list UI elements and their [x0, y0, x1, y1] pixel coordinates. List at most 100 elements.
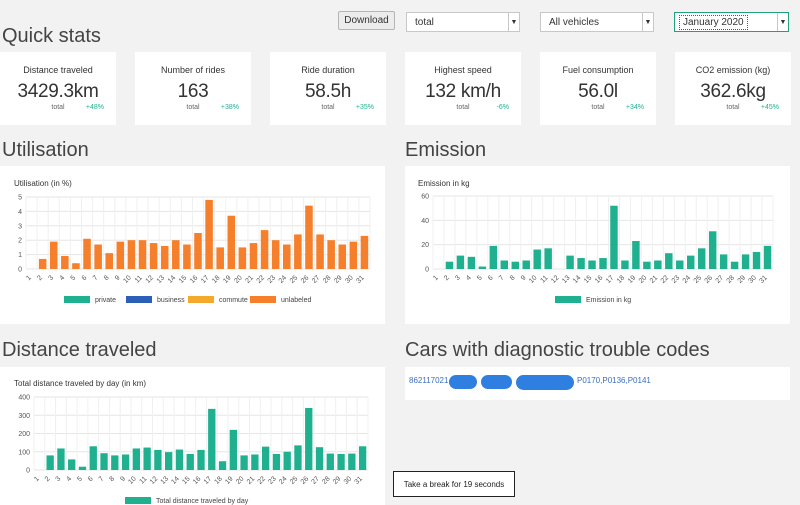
- bar: [719, 254, 728, 269]
- x-tick-label: 5: [70, 274, 78, 282]
- bar: [68, 459, 76, 470]
- x-tick-label: 24: [682, 274, 693, 285]
- chevron-down-icon[interactable]: ▼: [642, 13, 653, 31]
- distance-panel: Total distance traveled by day (in km) 0…: [0, 367, 385, 505]
- x-tick-label: 20: [235, 475, 246, 486]
- dtc-row[interactable]: 862117021: [409, 376, 448, 385]
- bar: [730, 261, 739, 269]
- legend-label: commute: [219, 297, 248, 304]
- x-tick-label: 2: [44, 475, 52, 483]
- y-tick-label: 60: [421, 194, 429, 201]
- x-tick-label: 16: [189, 274, 200, 285]
- x-tick-label: 28: [726, 274, 737, 285]
- bar: [72, 263, 80, 269]
- x-tick-label: 24: [278, 475, 289, 486]
- x-tick-label: 22: [257, 475, 268, 486]
- vehicle-select[interactable]: All vehicles ▼: [540, 12, 654, 32]
- bar: [533, 249, 541, 269]
- x-tick-label: 18: [213, 475, 224, 486]
- stat-card: Fuel consumption 56.0l total +34%: [540, 52, 656, 125]
- bar: [654, 260, 662, 269]
- bar: [271, 240, 280, 269]
- bar: [478, 266, 487, 269]
- y-tick-label: 40: [421, 218, 429, 225]
- bar: [89, 446, 97, 470]
- bar: [305, 205, 313, 269]
- dtc-vehicle-id[interactable]: 862117021: [409, 376, 449, 385]
- bar: [260, 230, 269, 269]
- x-tick-label: 9: [119, 475, 127, 483]
- bar: [57, 448, 65, 470]
- x-tick-label: 7: [498, 274, 506, 282]
- y-tick-label: 2: [18, 238, 22, 245]
- x-tick-label: 4: [65, 475, 73, 483]
- bar: [149, 243, 158, 269]
- x-tick-label: 3: [47, 274, 55, 282]
- stat-value: 132 km/h: [425, 81, 501, 102]
- bar: [348, 453, 356, 470]
- redaction-blob: [449, 375, 477, 389]
- distance-heading: Distance traveled: [2, 339, 157, 361]
- x-tick-label: 2: [36, 274, 44, 282]
- x-tick-label: 10: [127, 475, 138, 486]
- x-tick-label: 23: [267, 475, 278, 486]
- legend-label: Emission in kg: [586, 297, 631, 304]
- vehicle-select-value: All vehicles: [549, 16, 600, 28]
- bar: [38, 258, 47, 269]
- x-tick-label: 21: [244, 274, 255, 285]
- chevron-down-icon[interactable]: ▼: [508, 13, 519, 31]
- bar: [227, 215, 236, 269]
- stat-sub: total: [456, 104, 470, 111]
- toolbar: Download total ▼ All vehicles ▼ January …: [0, 10, 800, 36]
- legend-label: Total distance traveled by day: [156, 498, 249, 505]
- stat-value: 3429.3km: [17, 81, 99, 102]
- x-tick-label: 14: [572, 274, 583, 285]
- x-tick-label: 31: [355, 274, 366, 285]
- stat-delta: +34%: [625, 104, 644, 111]
- bar: [349, 241, 358, 269]
- bar: [445, 261, 454, 269]
- x-tick-label: 31: [354, 475, 365, 486]
- stat-delta: +45%: [760, 104, 779, 111]
- x-tick-label: 6: [87, 475, 95, 483]
- bar: [261, 446, 270, 470]
- bar: [172, 240, 180, 269]
- bar: [272, 453, 281, 470]
- bar: [238, 247, 247, 269]
- x-tick-label: 9: [520, 274, 528, 282]
- x-tick-label: 23: [671, 274, 682, 285]
- x-tick-label: 18: [616, 274, 627, 285]
- legend-swatch: [64, 296, 90, 303]
- x-tick-label: 30: [343, 475, 354, 486]
- bar: [326, 453, 334, 470]
- x-tick-label: 12: [149, 475, 160, 486]
- x-tick-label: 26: [300, 475, 311, 486]
- x-tick-label: 2: [443, 274, 451, 282]
- bar: [132, 448, 141, 470]
- x-tick-label: 20: [233, 274, 244, 285]
- metric-select[interactable]: total ▼: [406, 12, 520, 32]
- bar: [205, 199, 213, 269]
- bar: [111, 455, 119, 470]
- chevron-down-icon[interactable]: ▼: [777, 13, 788, 31]
- bar: [121, 454, 130, 470]
- x-tick-label: 14: [170, 475, 181, 486]
- download-button[interactable]: Download: [338, 11, 395, 30]
- y-tick-label: 5: [18, 195, 22, 202]
- stat-sub: total: [51, 104, 65, 111]
- bar: [697, 248, 706, 269]
- stat-label: Fuel consumption: [562, 65, 634, 75]
- x-tick-label: 17: [605, 274, 616, 285]
- bar: [283, 244, 291, 269]
- x-tick-label: 18: [211, 274, 222, 285]
- month-select[interactable]: January 2020 ▼: [674, 12, 789, 32]
- x-tick-label: 6: [487, 274, 495, 282]
- bar: [78, 466, 87, 470]
- dtc-codes[interactable]: P0170,P0136,P0141: [577, 376, 651, 385]
- x-tick-label: 27: [310, 475, 321, 486]
- redaction-blob: [481, 375, 512, 389]
- x-tick-label: 19: [224, 475, 235, 486]
- bar: [577, 258, 585, 269]
- x-tick-label: 27: [715, 274, 726, 285]
